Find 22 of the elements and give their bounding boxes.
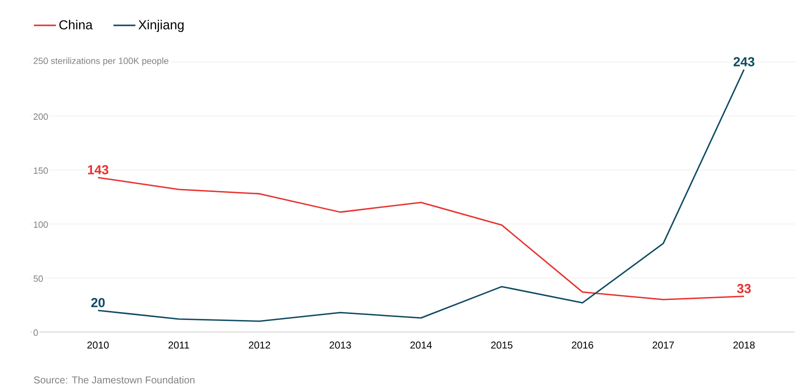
y-tick-label: 150 bbox=[34, 167, 48, 174]
data-label: 143 bbox=[88, 165, 108, 174]
x-tick-label: 2018 bbox=[733, 342, 755, 349]
y-tick-label: 100 bbox=[34, 221, 48, 228]
x-tick-label: 2013 bbox=[330, 342, 351, 349]
x-tick-label: 2014 bbox=[410, 342, 432, 349]
legend-label: China bbox=[59, 20, 93, 30]
data-label: 33 bbox=[737, 284, 751, 294]
source-note: Source: The Jamestown Foundation bbox=[34, 376, 194, 384]
x-tick-label: 2016 bbox=[572, 342, 594, 349]
x-tick-label: 2011 bbox=[168, 342, 190, 349]
data-label: 20 bbox=[91, 298, 105, 308]
legend-label: Xinjiang bbox=[138, 20, 184, 32]
x-tick-label: 2017 bbox=[652, 342, 674, 349]
data-label: 243 bbox=[734, 57, 754, 66]
x-tick-label: 2015 bbox=[491, 342, 512, 349]
y-tick-label: 50 bbox=[34, 275, 43, 282]
y-tick-label: 200 bbox=[34, 113, 48, 120]
y-tick-label: 250 sterilizations per 100K people bbox=[34, 57, 168, 66]
x-tick-label: 2012 bbox=[248, 342, 270, 349]
x-tick-label: 2010 bbox=[87, 342, 109, 349]
y-tick-label: 0 bbox=[34, 329, 38, 336]
